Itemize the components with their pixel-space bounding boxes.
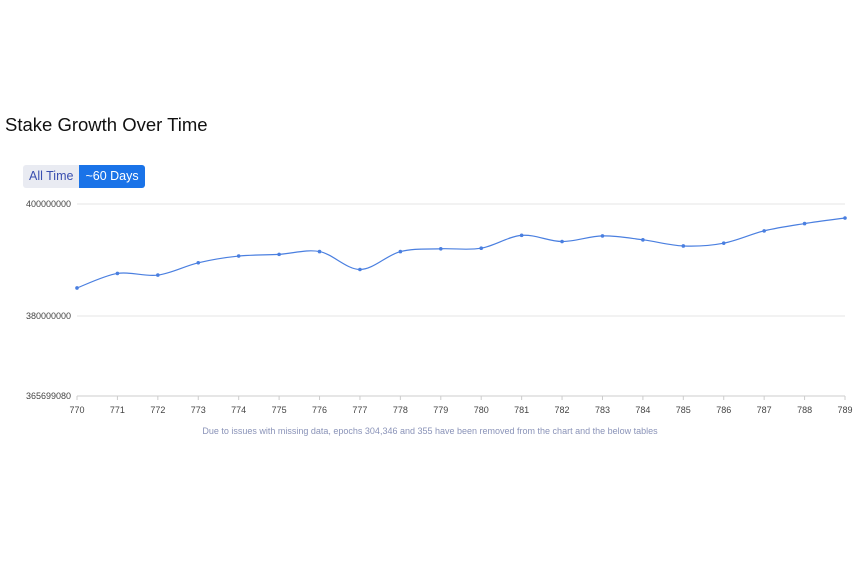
data-point — [75, 286, 79, 290]
data-point — [641, 238, 645, 242]
x-tick-label: 785 — [676, 405, 691, 415]
x-tick-label: 788 — [797, 405, 812, 415]
section-title: Stake Growth Over Time — [5, 114, 208, 135]
data-point — [398, 249, 403, 254]
x-tick-label: 778 — [393, 405, 408, 415]
x-tick-label: 783 — [595, 405, 610, 415]
x-tick-label: 781 — [514, 405, 529, 415]
stake-series-line — [76, 217, 846, 289]
x-tick-label: 774 — [231, 405, 246, 415]
data-point — [802, 221, 807, 226]
x-tick-label: 779 — [433, 405, 448, 415]
data-point — [479, 246, 484, 251]
x-tick-label: 777 — [352, 405, 367, 415]
x-tick-label: 771 — [110, 405, 125, 415]
data-point — [156, 273, 160, 277]
data-point — [600, 234, 605, 238]
data-point — [843, 216, 847, 220]
data-point — [438, 246, 443, 251]
data-point — [196, 260, 201, 265]
data-point — [358, 267, 362, 272]
all-time-button[interactable]: All Time — [23, 165, 80, 188]
data-point — [560, 239, 564, 244]
x-tick-label: 776 — [312, 405, 327, 415]
range-toggle: All Time ~60 Days — [23, 165, 145, 188]
x-tick-label: 789 — [837, 405, 852, 415]
x-tick-label: 770 — [69, 405, 84, 415]
x-tick-label: 773 — [191, 405, 206, 415]
y-tick-label: 365699080 — [26, 391, 71, 401]
sixty-days-button[interactable]: ~60 Days — [79, 165, 145, 188]
x-tick-label: 775 — [272, 405, 287, 415]
x-tick-label: 782 — [555, 405, 570, 415]
data-point — [721, 241, 726, 245]
x-tick-label: 780 — [474, 405, 489, 415]
x-tick-label: 772 — [150, 405, 165, 415]
x-tick-label: 787 — [757, 405, 772, 415]
data-point — [277, 252, 281, 257]
data-point — [317, 249, 322, 254]
x-tick-label: 786 — [716, 405, 731, 415]
data-point — [236, 254, 241, 258]
x-tick-label: 784 — [635, 405, 650, 415]
chart-card — [5, 148, 855, 453]
data-point — [519, 233, 524, 238]
data-point — [762, 229, 766, 233]
data-point — [115, 271, 120, 276]
y-tick-label: 380000000 — [26, 311, 71, 321]
y-tick-label: 400000000 — [26, 199, 71, 209]
chart-footnote: Due to issues with missing data, epochs … — [202, 426, 658, 436]
data-point — [681, 244, 686, 248]
